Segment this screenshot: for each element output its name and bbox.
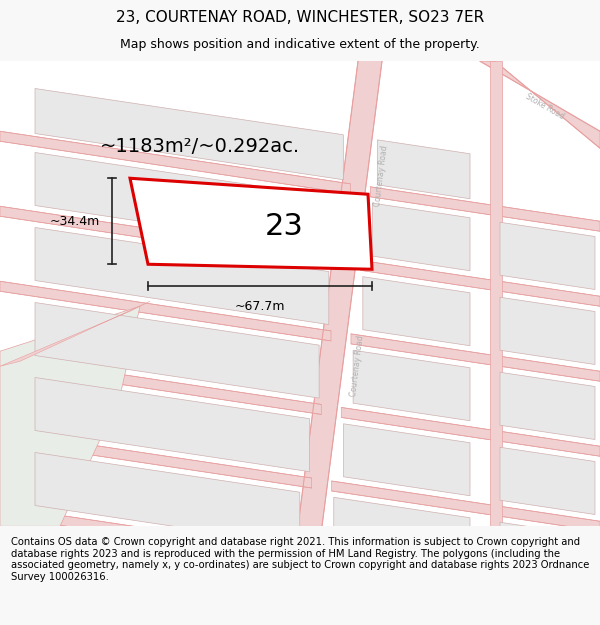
Polygon shape xyxy=(363,277,470,346)
Polygon shape xyxy=(0,301,150,366)
Polygon shape xyxy=(490,61,502,526)
Polygon shape xyxy=(500,298,595,364)
Text: Contains OS data © Crown copyright and database right 2021. This information is : Contains OS data © Crown copyright and d… xyxy=(11,537,589,582)
Polygon shape xyxy=(0,506,302,561)
Text: Courtenay Road: Courtenay Road xyxy=(349,335,365,398)
Text: Courtenay Road: Courtenay Road xyxy=(373,145,389,208)
Text: ~34.4m: ~34.4m xyxy=(50,215,100,227)
Text: ~1183m²/~0.292ac.: ~1183m²/~0.292ac. xyxy=(100,137,300,156)
Polygon shape xyxy=(332,481,600,531)
Polygon shape xyxy=(353,350,470,421)
Polygon shape xyxy=(130,178,372,269)
Polygon shape xyxy=(322,554,600,606)
Text: Map shows position and indicative extent of the property.: Map shows position and indicative extent… xyxy=(120,38,480,51)
Polygon shape xyxy=(480,61,600,148)
Polygon shape xyxy=(500,222,595,289)
Polygon shape xyxy=(35,302,319,398)
Polygon shape xyxy=(35,89,343,180)
Polygon shape xyxy=(500,372,595,439)
Polygon shape xyxy=(334,498,470,571)
Polygon shape xyxy=(0,281,331,341)
Polygon shape xyxy=(370,187,600,231)
Polygon shape xyxy=(35,152,338,251)
Polygon shape xyxy=(35,228,329,324)
Polygon shape xyxy=(297,51,383,536)
Polygon shape xyxy=(343,424,470,496)
Polygon shape xyxy=(35,452,300,545)
Polygon shape xyxy=(341,408,600,456)
Polygon shape xyxy=(35,378,310,472)
Text: Stoke Road: Stoke Road xyxy=(524,92,566,121)
Polygon shape xyxy=(377,140,470,199)
Polygon shape xyxy=(351,334,600,381)
Polygon shape xyxy=(0,131,350,194)
Polygon shape xyxy=(500,448,595,514)
Polygon shape xyxy=(500,522,595,589)
Text: 23: 23 xyxy=(265,212,304,241)
Polygon shape xyxy=(373,203,470,271)
Text: 23, COURTENAY ROAD, WINCHESTER, SO23 7ER: 23, COURTENAY ROAD, WINCHESTER, SO23 7ER xyxy=(116,9,484,24)
Polygon shape xyxy=(0,356,321,414)
Text: ~67.7m: ~67.7m xyxy=(235,300,285,313)
Polygon shape xyxy=(0,206,341,268)
Polygon shape xyxy=(0,306,140,526)
Polygon shape xyxy=(361,261,600,306)
Polygon shape xyxy=(0,431,311,488)
